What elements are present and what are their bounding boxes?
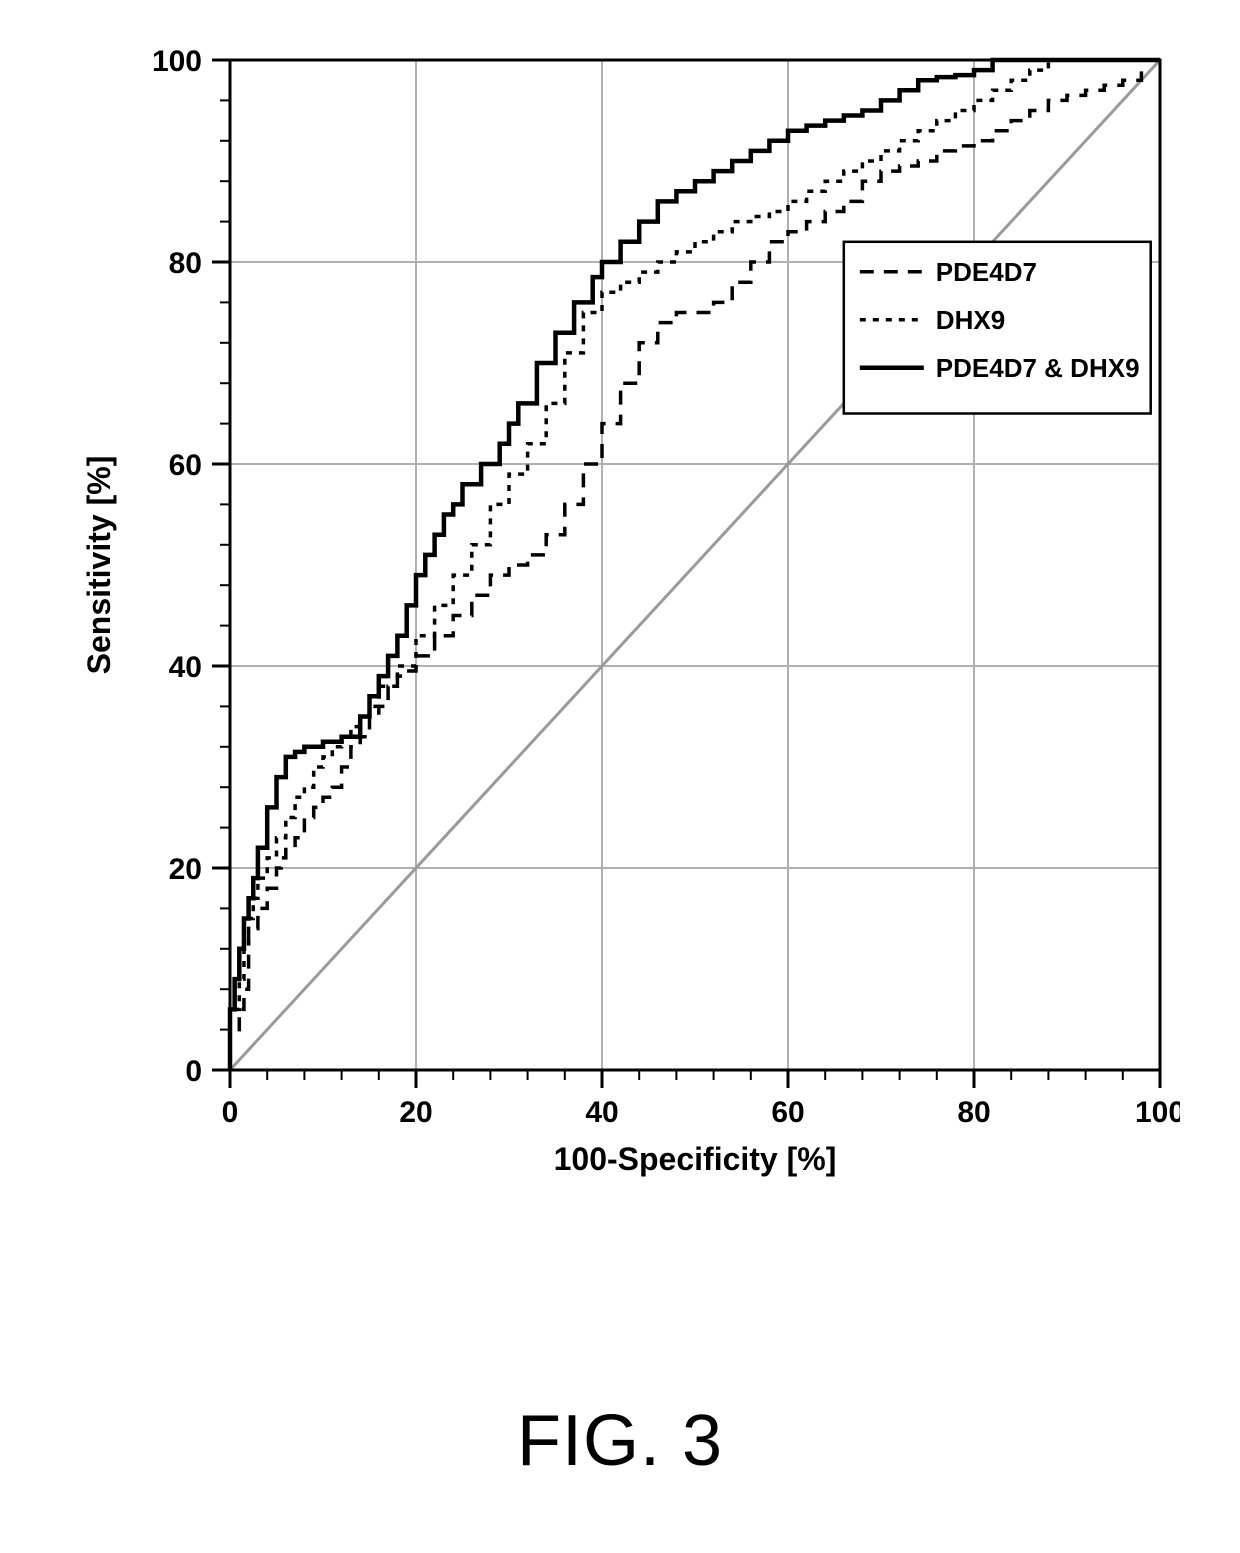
- svg-text:0: 0: [185, 1055, 202, 1088]
- svg-text:40: 40: [169, 651, 202, 684]
- page: 0 20 40 60 80 100 0 20 40 60 80 100 100-Specificity …: [0, 0, 1240, 1553]
- svg-text:100: 100: [152, 45, 202, 78]
- svg-text:60: 60: [169, 449, 202, 482]
- svg-text:100: 100: [1135, 1096, 1180, 1129]
- svg-text:PDE4D7 & DHX9: PDE4D7 & DHX9: [936, 353, 1140, 383]
- svg-text:60: 60: [771, 1096, 804, 1129]
- svg-text:Sensitivity [%]: Sensitivity [%]: [81, 456, 117, 675]
- roc-svg: 0 20 40 60 80 100 0 20 40 60 80 100 100-Specificity …: [60, 40, 1180, 1200]
- svg-text:40: 40: [585, 1096, 618, 1129]
- svg-text:80: 80: [957, 1096, 990, 1129]
- svg-text:0: 0: [222, 1096, 239, 1129]
- figure-caption: FIG. 3: [0, 1400, 1240, 1482]
- svg-text:DHX9: DHX9: [936, 305, 1005, 335]
- roc-chart: 0 20 40 60 80 100 0 20 40 60 80 100 100-Specificity …: [60, 40, 1180, 1200]
- svg-text:20: 20: [169, 853, 202, 886]
- svg-text:PDE4D7: PDE4D7: [936, 257, 1037, 287]
- svg-text:20: 20: [399, 1096, 432, 1129]
- svg-text:100-Specificity [%]: 100-Specificity [%]: [554, 1141, 837, 1177]
- svg-text:80: 80: [169, 247, 202, 280]
